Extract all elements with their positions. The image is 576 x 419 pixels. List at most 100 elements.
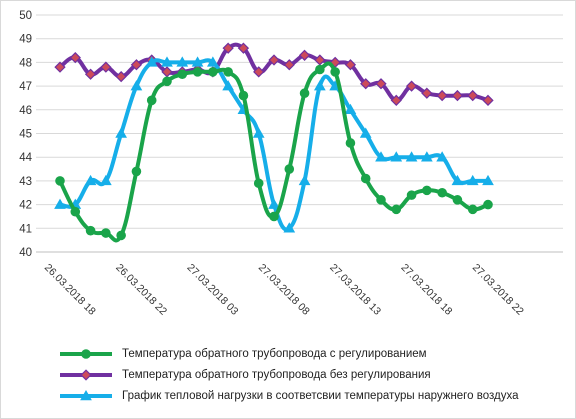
y-tick-label: 41: [19, 223, 32, 235]
legend-marker: [81, 348, 91, 359]
data-point: [131, 166, 142, 177]
legend-marker: [80, 389, 92, 400]
data-point: [467, 204, 478, 215]
data-point: [298, 174, 311, 186]
y-tick-label: 47: [19, 81, 32, 93]
data-point: [176, 56, 189, 67]
data-point: [253, 178, 264, 189]
data-point: [238, 90, 249, 101]
data-point: [162, 76, 172, 87]
data-point: [390, 151, 403, 162]
data-point: [405, 151, 418, 162]
x-tick-label: 26.03.2018 22: [113, 262, 169, 318]
data-point: [192, 67, 203, 77]
data-point: [359, 127, 372, 138]
x-tick-label: 26.03.2018 18: [42, 262, 98, 318]
series-layer: [54, 42, 494, 243]
data-point: [237, 42, 250, 54]
data-point: [314, 54, 326, 66]
data-point: [223, 67, 233, 77]
y-tick-label: 43: [19, 176, 32, 188]
data-point: [315, 64, 325, 75]
y-tick-label: 50: [19, 10, 32, 22]
data-point: [55, 176, 65, 186]
data-point: [100, 61, 112, 73]
series-1: [54, 42, 494, 106]
data-point: [284, 164, 295, 174]
data-point: [466, 174, 479, 186]
data-point: [406, 190, 417, 200]
data-point: [390, 94, 402, 106]
series-2: [54, 56, 494, 233]
data-point: [116, 230, 126, 241]
legend: Температура обратного трубопровода с рег…: [56, 343, 566, 406]
y-tick-label: 40: [19, 247, 32, 259]
data-point: [145, 56, 158, 67]
data-point: [206, 56, 219, 67]
data-point: [452, 195, 463, 205]
data-point: [344, 59, 357, 71]
x-tick-label: 27.03.2018 13: [327, 262, 383, 318]
data-point: [391, 204, 402, 215]
data-point: [208, 67, 218, 77]
legend-marker: [80, 368, 92, 381]
data-point: [436, 89, 448, 102]
data-point: [146, 95, 157, 106]
legend-label: График тепловой нагрузки в соответсвии т…: [122, 389, 519, 402]
data-point: [482, 174, 494, 186]
data-point: [130, 59, 143, 71]
data-point: [70, 206, 81, 217]
data-point: [99, 174, 112, 186]
data-point: [84, 174, 97, 186]
data-point: [376, 195, 386, 205]
data-point: [253, 66, 265, 78]
data-point: [467, 89, 479, 102]
data-point: [330, 67, 340, 77]
legend-item-unregulated: Температура обратного трубопровода без р…: [56, 364, 566, 385]
data-point: [360, 173, 371, 184]
data-point: [437, 187, 447, 198]
legend-swatch-green: [60, 348, 112, 359]
data-point: [54, 61, 66, 73]
data-point: [298, 49, 311, 61]
data-point: [115, 70, 127, 83]
y-tick-label: 44: [19, 152, 32, 164]
data-point: [101, 228, 111, 238]
legend-swatch-blue: [60, 389, 112, 400]
data-point: [451, 174, 464, 186]
data-point: [84, 68, 97, 80]
legend-swatch-purple: [60, 368, 112, 381]
data-point: [344, 103, 357, 115]
y-axis: 40 41 42 43 44 45 46 47 48 49 50: [19, 10, 32, 259]
x-tick-label: 27.03.2018 03: [185, 262, 241, 318]
x-axis: 26.03.2018 18 26.03.2018 22 27.03.2018 03 2…: [36, 251, 563, 318]
data-point: [191, 56, 204, 67]
data-point: [130, 80, 143, 91]
data-point: [313, 80, 326, 91]
data-point: [405, 80, 418, 92]
data-point: [69, 52, 81, 64]
data-point: [268, 54, 280, 66]
data-point: [268, 198, 280, 209]
data-point: [161, 56, 173, 67]
legend-item-heat-load: График тепловой нагрузки в соответсвии т…: [56, 385, 566, 406]
data-point: [177, 69, 188, 80]
data-point: [375, 78, 387, 90]
data-point: [222, 80, 235, 91]
series-0: [55, 61, 493, 243]
data-point: [54, 198, 66, 209]
x-tick-label: 27.03.2018 22: [470, 262, 526, 318]
x-tick-label: 27.03.2018 08: [256, 262, 312, 318]
y-tick-label: 42: [19, 200, 32, 212]
data-point: [252, 127, 265, 138]
legend-label: Температура обратного трубопровода без р…: [122, 368, 431, 381]
data-point: [421, 87, 433, 99]
data-point: [85, 225, 96, 236]
data-point: [283, 222, 296, 233]
gridlines: [36, 14, 563, 253]
data-point: [299, 88, 310, 99]
legend-item-regulated: Температура обратного трубопровода с рег…: [56, 343, 566, 364]
y-tick-label: 45: [19, 129, 32, 141]
data-point: [283, 59, 295, 71]
